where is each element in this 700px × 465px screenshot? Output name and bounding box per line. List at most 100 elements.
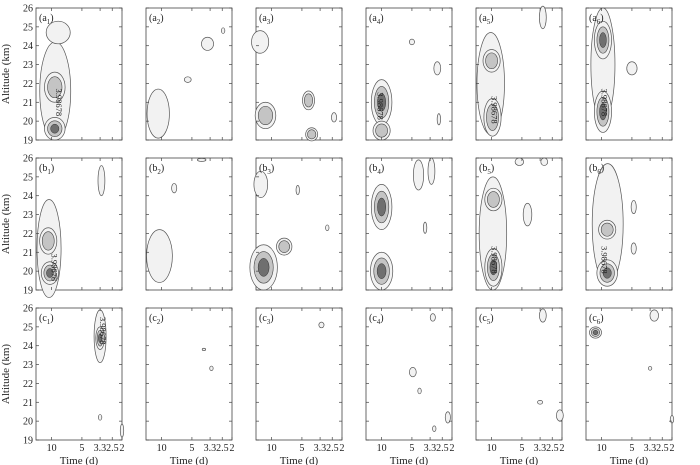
panel-label-prefix: (a	[149, 13, 157, 24]
panel: (a3)	[251, 7, 343, 142]
x-tick-label: 5	[409, 443, 414, 454]
panel-label: (a2)	[149, 13, 164, 26]
panel-label-prefix: (c	[369, 313, 377, 324]
contour-level	[377, 92, 386, 112]
x-tick-label: 2	[230, 443, 235, 454]
y-axis-label: Altitude (km)	[0, 44, 12, 105]
contour-level	[251, 30, 270, 54]
contour-level	[253, 170, 269, 198]
panel-label-subscript: 1	[47, 168, 51, 176]
y-tick-label: 26	[23, 304, 33, 315]
panel-label: (c5)	[479, 313, 494, 326]
x-tick-label: 10	[377, 443, 387, 454]
x-tick-label: 3.32.5	[314, 443, 339, 454]
panel-frame	[145, 307, 233, 441]
panel: (c4)	[365, 307, 453, 441]
contour-level	[489, 259, 498, 276]
y-tick-label: 23	[23, 210, 33, 221]
contour-level	[649, 309, 659, 322]
contour-level	[556, 409, 564, 422]
panel-label-close: )	[600, 13, 603, 24]
panel-label-prefix: (a	[369, 13, 377, 24]
x-axis-label: Time (d)	[170, 455, 209, 465]
panel-label-close: )	[271, 163, 274, 174]
panel-label-prefix: (c	[479, 313, 487, 324]
contour-level	[514, 157, 525, 166]
x-axis-label: Time (d)	[610, 455, 649, 465]
panel: 3.98678 (b6)	[585, 157, 673, 291]
panel-label-prefix: (b	[589, 163, 597, 174]
y-tick-label: 22	[23, 79, 33, 90]
panel: 3.98678 (a4)	[365, 7, 453, 141]
contour-level	[201, 347, 206, 352]
contour-level	[377, 197, 386, 217]
contour-level	[197, 158, 207, 162]
panel: (c5)	[475, 307, 564, 441]
y-tick-label: 20	[23, 267, 33, 278]
x-tick-label: 5	[299, 443, 304, 454]
panel: 3.98678 (a6)	[585, 7, 673, 141]
panel-frame	[35, 307, 123, 441]
panel-label-subscript: 3	[267, 18, 271, 26]
panel: (b4)	[365, 157, 453, 291]
panel-label-prefix: (a	[259, 13, 267, 24]
panel-label-subscript: 4	[377, 168, 381, 176]
y-tick-label: 19	[23, 286, 33, 297]
contour-level	[427, 157, 436, 185]
panel: (b3)	[249, 157, 343, 291]
panel-label-prefix: (c	[589, 313, 597, 324]
panel-label-subscript: 6	[597, 168, 601, 176]
panel-frame	[365, 307, 453, 441]
y-tick-label: 19	[23, 136, 33, 147]
contour-level	[436, 113, 441, 126]
panel-label-close: )	[160, 313, 163, 324]
y-tick-label: 24	[23, 191, 33, 202]
panel-label-subscript: 5	[487, 318, 491, 326]
panel-label-prefix: (b	[39, 163, 47, 174]
contour-level	[376, 263, 387, 279]
contour-level	[630, 200, 637, 214]
contour-level	[50, 123, 60, 134]
contour-level	[304, 93, 314, 108]
contour-label: 3.98678	[54, 88, 64, 116]
x-tick-label: 3.32.5	[94, 443, 119, 454]
contour-level	[444, 411, 451, 424]
y-axis-label: Altitude (km)	[0, 344, 12, 405]
panel-label-close: )	[50, 13, 53, 24]
x-tick-label: 2	[340, 443, 345, 454]
panel-label-prefix: (b	[369, 163, 377, 174]
contour-level	[429, 313, 436, 322]
panel-label: (c3)	[259, 313, 274, 326]
contour-level	[171, 183, 178, 194]
panel-label-subscript: 4	[377, 18, 381, 26]
x-axis-label: Time (d)	[280, 455, 319, 465]
x-tick-label: 3.32.5	[424, 443, 449, 454]
contour-level	[409, 367, 417, 378]
x-tick-label: 5	[189, 443, 194, 454]
x-tick-label: 2	[120, 443, 125, 454]
panel-label-close: )	[161, 163, 164, 174]
panel-label-prefix: (c	[259, 313, 267, 324]
panel-label-prefix: (a	[39, 13, 47, 24]
contour-level	[295, 184, 300, 196]
panel-label-subscript: 6	[597, 18, 601, 26]
x-tick-label: 10	[267, 443, 277, 454]
contour-level	[45, 20, 71, 45]
y-tick-label: 23	[23, 360, 33, 371]
panel-label-close: )	[270, 313, 273, 324]
contour-level	[183, 76, 192, 83]
panel-label-prefix: (c	[39, 313, 47, 324]
panel-label-close: )	[380, 13, 383, 24]
y-tick-label: 24	[23, 41, 33, 52]
contour-level	[119, 423, 125, 438]
contour-label: 3.98678	[600, 88, 610, 116]
panel-label-subscript: 5	[487, 18, 491, 26]
contour-level	[417, 387, 422, 395]
panel-label-subscript: 1	[47, 18, 51, 26]
panel-label-subscript: 3	[267, 168, 271, 176]
panel-label: (b5)	[479, 163, 494, 176]
panel-label-close: )	[490, 313, 493, 324]
panel: (c3)	[255, 307, 343, 441]
x-tick-label: 5	[629, 443, 634, 454]
